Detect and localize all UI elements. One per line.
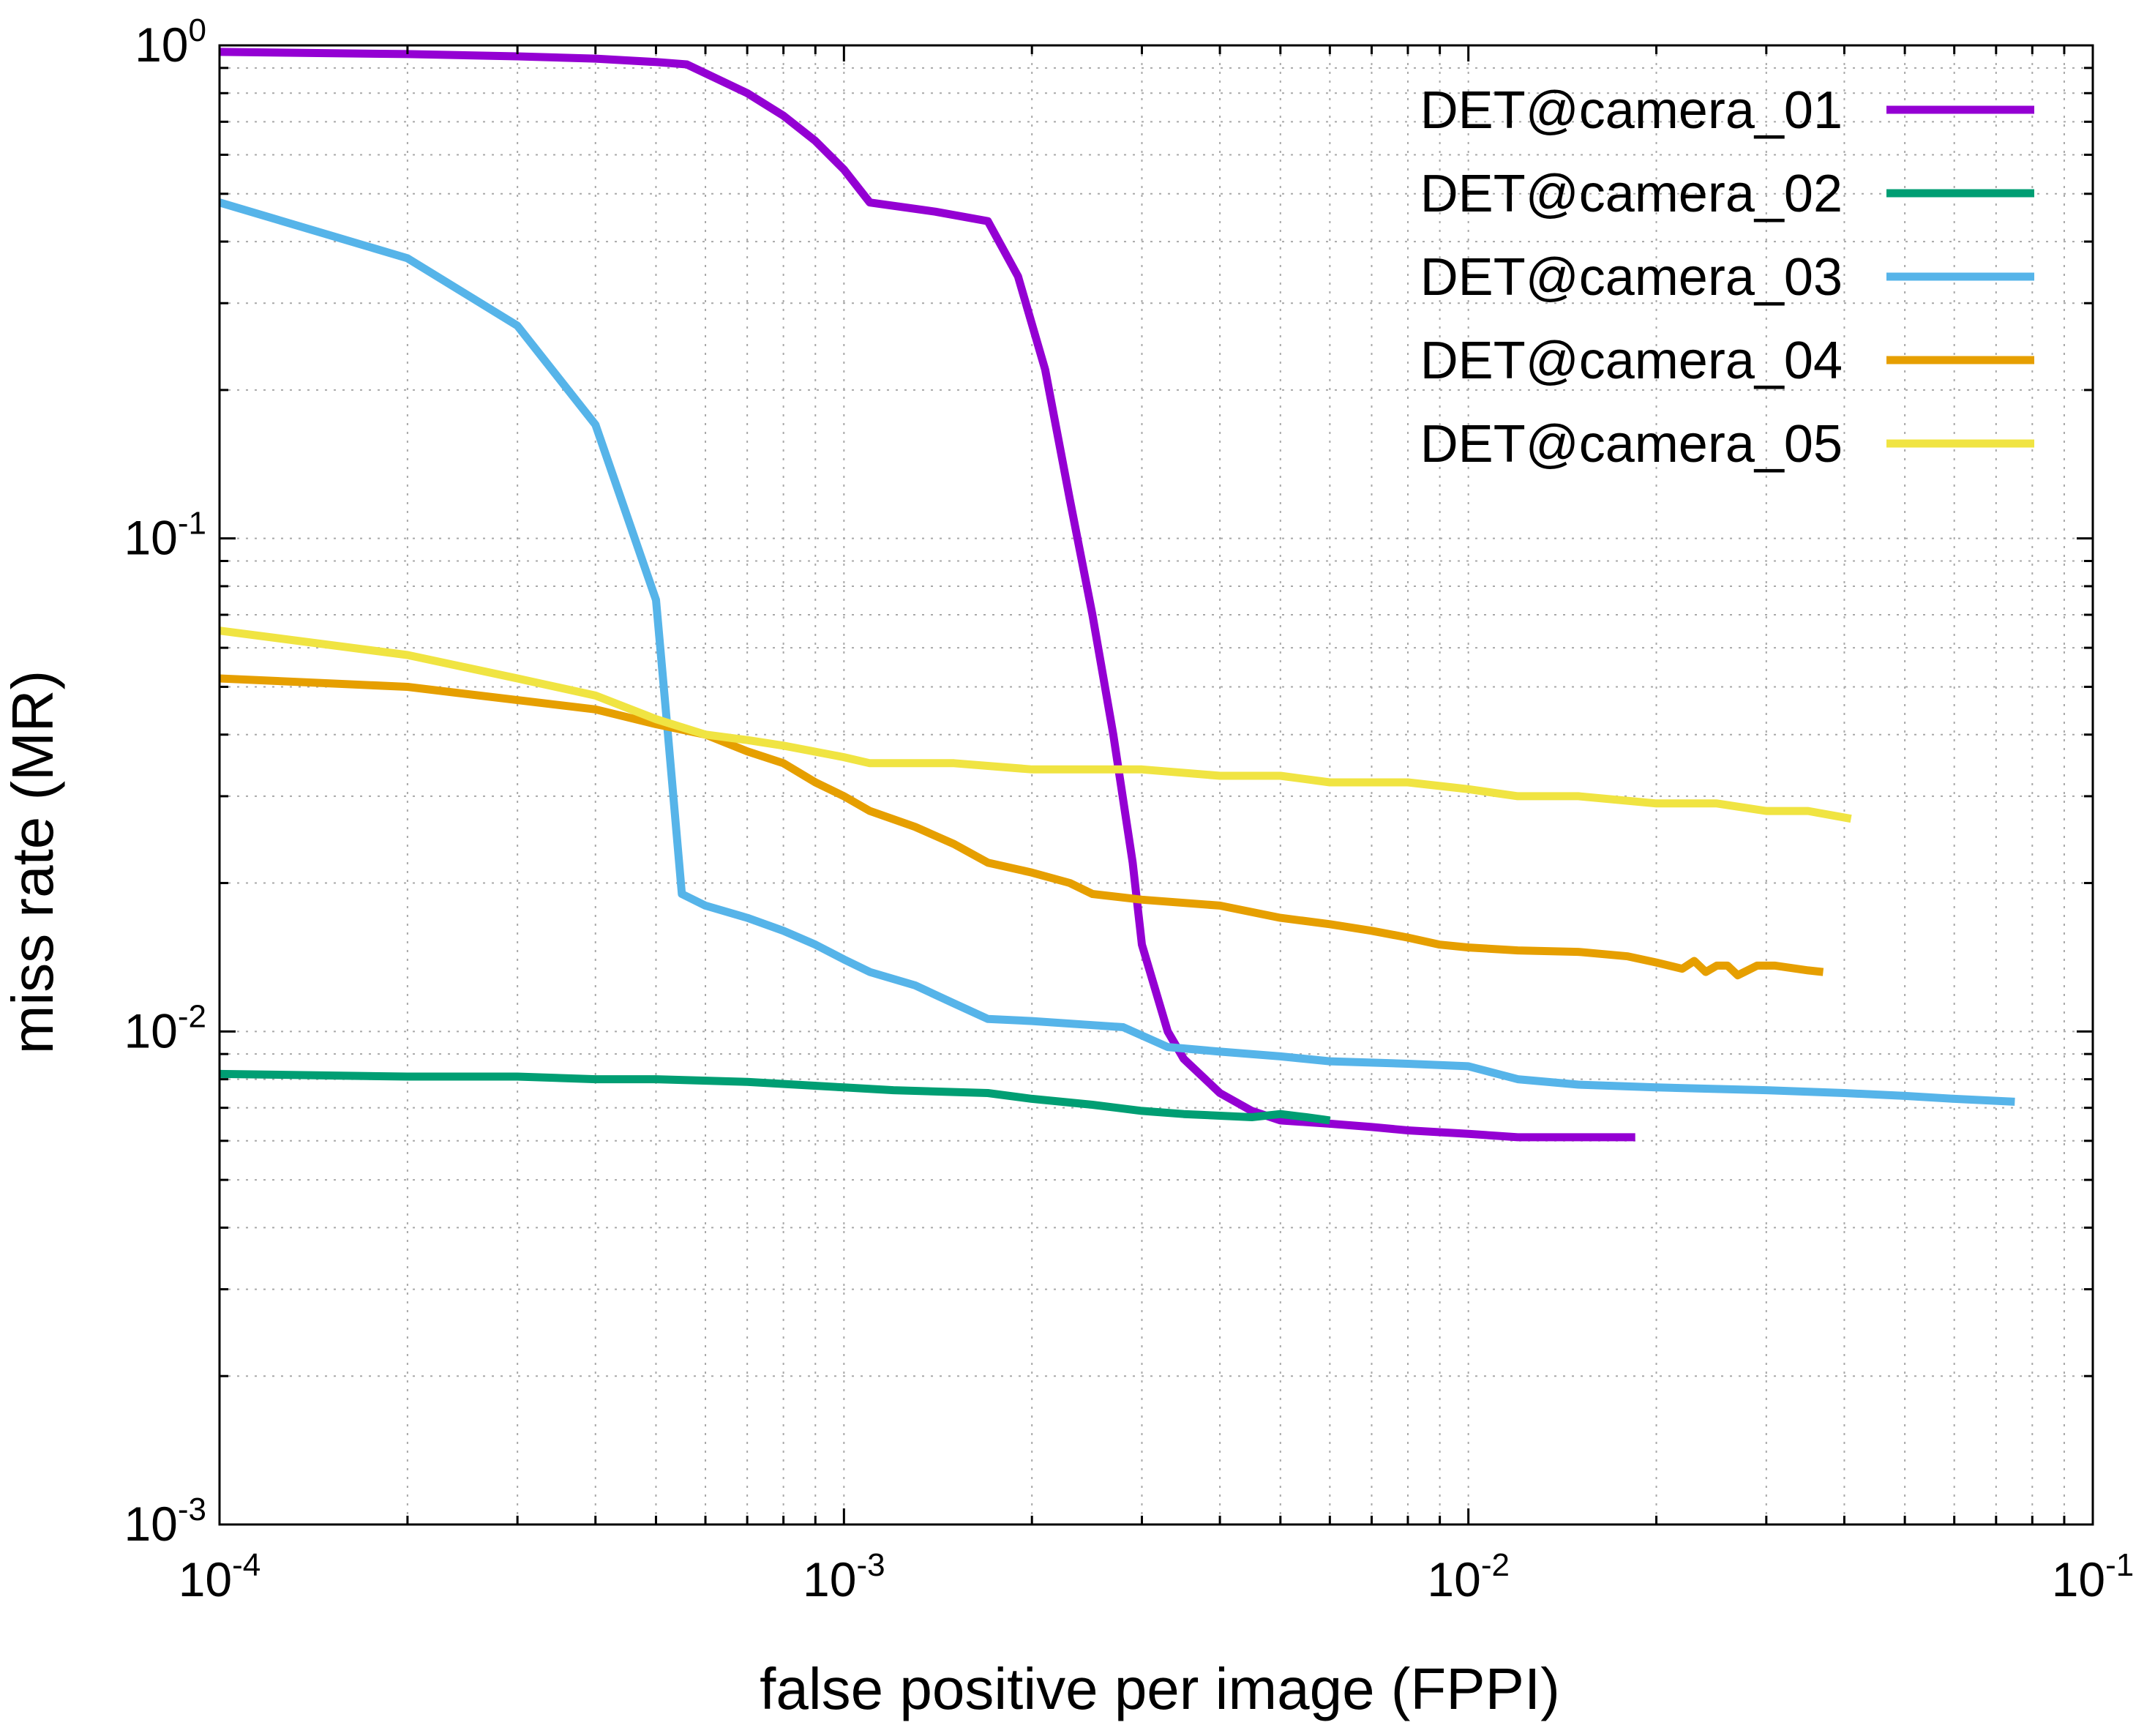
y-tick-label: 10-3 bbox=[124, 1492, 206, 1551]
series-line-1 bbox=[219, 48, 1635, 1142]
frame-layer bbox=[218, 44, 2094, 1526]
series-line-2 bbox=[219, 1069, 1331, 1125]
x-tick-label: 10-4 bbox=[179, 1547, 261, 1606]
series-line-5 bbox=[219, 626, 1852, 823]
series-line-3 bbox=[218, 198, 2015, 1106]
y-tick-label: 10-2 bbox=[124, 998, 206, 1058]
x-axis-label: false positive per image (FPPI) bbox=[760, 1656, 1560, 1721]
legend-label-5: DET@camera_05 bbox=[1420, 415, 1843, 474]
series-layer bbox=[218, 48, 2015, 1142]
legend-label-1: DET@camera_01 bbox=[1420, 81, 1843, 140]
y-axis-label: miss rate (MR) bbox=[0, 670, 65, 1054]
y-tick-label: 10-1 bbox=[124, 506, 206, 565]
series-line-4 bbox=[219, 674, 1824, 980]
legend: DET@camera_01 DET@camera_02 DET@camera_03 D… bbox=[1420, 81, 2034, 474]
x-tick-label: 10-3 bbox=[803, 1547, 885, 1606]
legend-label-4: DET@camera_04 bbox=[1420, 332, 1843, 390]
plot-frame bbox=[218, 44, 2094, 1526]
legend-label-3: DET@camera_03 bbox=[1420, 248, 1843, 307]
legend-label-2: DET@camera_02 bbox=[1420, 165, 1843, 223]
x-tick-label: 10-2 bbox=[1427, 1547, 1510, 1606]
y-tick-label: 100 bbox=[135, 12, 206, 72]
x-tick-label: 10-1 bbox=[2052, 1547, 2135, 1606]
